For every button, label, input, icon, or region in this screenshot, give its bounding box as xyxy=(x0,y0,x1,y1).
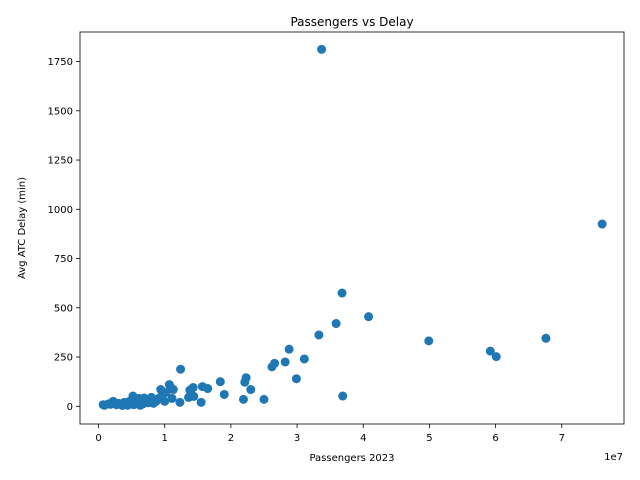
x-tick-label: 3 xyxy=(294,433,300,444)
data-point xyxy=(317,44,327,54)
y-axis-label: Avg ATC Delay (min) xyxy=(17,177,28,279)
x-tick-label: 1 xyxy=(162,433,168,444)
x-axis-offset-text: 1e7 xyxy=(604,452,623,463)
data-point xyxy=(337,288,347,298)
chart-title: Passengers vs Delay xyxy=(290,15,413,29)
x-tick-label: 6 xyxy=(492,433,498,444)
data-point xyxy=(267,362,277,372)
y-tick-label: 750 xyxy=(54,254,73,265)
plot-frame xyxy=(79,31,625,425)
data-point xyxy=(597,219,607,229)
data-point xyxy=(238,394,248,404)
x-tick-label: 7 xyxy=(559,433,565,444)
data-point xyxy=(424,336,434,346)
y-tick-label: 500 xyxy=(54,303,73,314)
data-point xyxy=(280,357,290,367)
x-tick-label: 5 xyxy=(426,433,432,444)
data-point xyxy=(196,397,206,407)
y-tick-label: 1750 xyxy=(48,57,73,68)
y-tick-label: 1250 xyxy=(48,156,73,167)
data-point xyxy=(98,400,108,410)
data-point xyxy=(156,385,166,395)
data-point xyxy=(541,333,551,343)
y-axis-ticks: 0 250 500 750 1000 1250 1500 1750 xyxy=(48,57,80,413)
data-point xyxy=(299,354,309,364)
data-point xyxy=(291,374,301,384)
data-point xyxy=(215,377,225,387)
data-point xyxy=(485,346,495,356)
data-point xyxy=(164,380,174,390)
y-tick-label: 0 xyxy=(67,402,73,413)
x-tick-label: 2 xyxy=(228,433,234,444)
data-point xyxy=(185,385,195,395)
data-point xyxy=(175,397,185,407)
data-point xyxy=(314,330,324,340)
data-point xyxy=(167,393,177,403)
y-tick-label: 1000 xyxy=(48,205,73,216)
data-point xyxy=(246,385,256,395)
data-point xyxy=(176,364,186,374)
data-point xyxy=(364,312,374,322)
data-point xyxy=(284,344,294,354)
data-point xyxy=(491,352,501,362)
data-point xyxy=(240,377,250,387)
x-axis-label: Passengers 2023 xyxy=(309,453,394,464)
x-axis-ticks: 0 1 2 3 4 5 6 7 xyxy=(95,424,565,444)
x-tick-label: 0 xyxy=(95,433,101,444)
y-tick-label: 250 xyxy=(54,353,73,364)
x-tick-label: 4 xyxy=(360,433,366,444)
data-point xyxy=(338,391,348,401)
data-point xyxy=(219,389,229,399)
points-layer xyxy=(98,44,607,410)
data-point xyxy=(331,319,341,329)
data-point xyxy=(184,392,194,402)
data-point xyxy=(197,382,207,392)
data-point xyxy=(259,394,269,404)
y-tick-label: 1500 xyxy=(48,106,73,117)
